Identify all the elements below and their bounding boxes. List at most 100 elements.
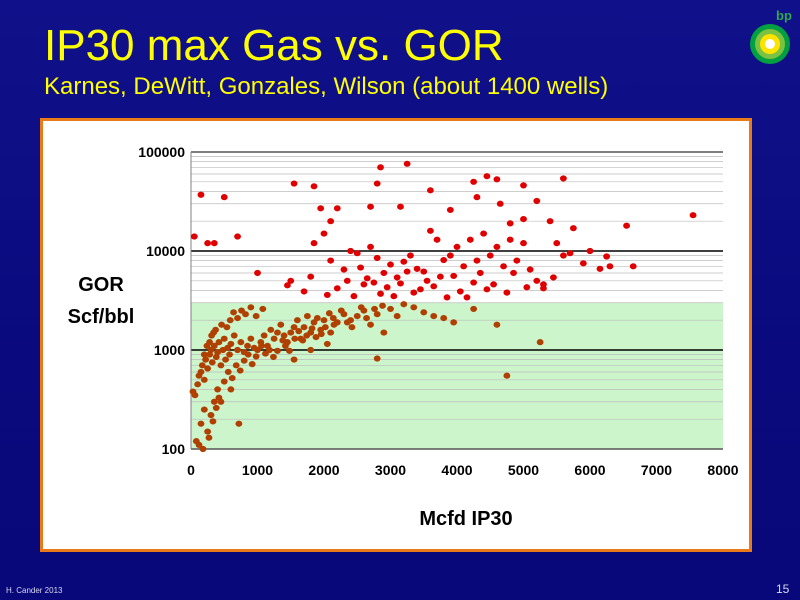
data-point-high-gor	[446, 206, 454, 214]
data-point-high-gor	[483, 173, 491, 180]
data-point-low-gor	[400, 301, 408, 308]
data-point-low-gor	[357, 304, 365, 311]
data-point-low-gor	[222, 356, 229, 363]
data-point-low-gor	[202, 356, 210, 363]
data-point-low-gor	[290, 356, 298, 363]
data-point-low-gor	[279, 337, 287, 344]
data-point-high-gor	[443, 294, 451, 301]
data-point-high-gor	[363, 275, 371, 282]
x-axis-label: Mcfd IP30	[419, 508, 512, 530]
data-point-high-gor	[323, 291, 331, 299]
data-point-low-gor	[313, 315, 321, 322]
data-point-low-gor	[410, 304, 418, 311]
data-point-low-gor	[321, 324, 329, 331]
data-points	[189, 160, 697, 453]
data-point-low-gor	[287, 329, 295, 336]
data-point-low-gor	[430, 313, 438, 320]
data-point-high-gor	[526, 266, 534, 273]
y-tick-labels: 100 1000 10000 100000	[138, 144, 185, 457]
data-point-high-gor	[310, 240, 318, 247]
data-point-low-gor	[282, 342, 289, 350]
x-tick-label: 2000	[308, 462, 339, 478]
data-point-high-gor	[403, 160, 411, 167]
data-point-low-gor	[254, 346, 261, 354]
data-point-high-gor	[350, 293, 358, 300]
data-point-high-gor	[480, 230, 487, 237]
data-point-low-gor	[200, 351, 208, 358]
data-point-low-gor	[200, 406, 208, 413]
data-point-low-gor	[440, 315, 448, 322]
data-point-low-gor	[310, 319, 318, 326]
data-point-low-gor	[327, 329, 335, 336]
data-point-low-gor	[242, 311, 249, 318]
data-point-low-gor	[214, 349, 222, 356]
data-point-high-gor	[420, 268, 428, 275]
data-point-low-gor	[286, 347, 293, 354]
data-point-high-gor	[343, 277, 351, 284]
data-point-high-gor	[550, 274, 557, 281]
data-point-high-gor	[197, 191, 205, 198]
data-point-high-gor	[506, 220, 514, 227]
data-point-low-gor	[244, 351, 252, 358]
data-point-low-gor	[303, 332, 311, 339]
data-point-high-gor	[370, 279, 378, 286]
data-point-high-gor	[503, 289, 511, 296]
data-point-low-gor	[232, 362, 240, 369]
x-tick-label: 3000	[375, 462, 406, 478]
data-point-low-gor	[312, 333, 320, 341]
data-point-high-gor	[490, 281, 497, 288]
data-point-high-gor	[383, 284, 391, 291]
data-point-high-gor	[553, 240, 561, 247]
data-point-low-gor	[493, 321, 501, 328]
data-point-high-gor	[353, 250, 361, 257]
data-point-low-gor	[200, 376, 208, 383]
data-point-high-gor	[533, 197, 541, 205]
data-point-low-gor	[227, 386, 235, 393]
data-point-high-gor	[357, 264, 364, 271]
data-point-high-gor	[410, 289, 418, 296]
data-point-high-gor	[436, 273, 444, 280]
data-point-high-gor	[300, 288, 308, 295]
data-point-low-gor	[204, 365, 212, 372]
data-point-low-gor	[353, 313, 361, 320]
data-point-low-gor	[333, 319, 341, 326]
data-point-low-gor	[373, 311, 381, 318]
slide-subtitle: Karnes, DeWitt, Gonzales, Wilson (about …	[44, 73, 609, 100]
data-point-low-gor	[371, 305, 378, 313]
data-point-high-gor	[407, 252, 414, 259]
data-point-high-gor	[327, 218, 335, 225]
data-point-low-gor	[205, 434, 213, 441]
data-point-high-gor	[623, 222, 630, 229]
data-point-high-gor	[560, 175, 567, 182]
data-point-low-gor	[230, 332, 238, 339]
data-point-high-gor	[423, 277, 431, 284]
data-point-low-gor	[307, 346, 315, 354]
data-point-low-gor	[320, 317, 328, 324]
data-point-high-gor	[360, 281, 368, 288]
data-point-high-gor	[377, 164, 384, 171]
data-point-low-gor	[234, 315, 241, 322]
data-point-low-gor	[536, 339, 544, 346]
data-point-high-gor	[473, 257, 481, 264]
data-point-high-gor	[476, 269, 484, 277]
data-point-low-gor	[503, 372, 511, 379]
y-tick-label: 100000	[138, 144, 185, 160]
data-point-high-gor	[470, 178, 478, 185]
data-point-low-gor	[270, 353, 277, 361]
data-point-high-gor	[340, 266, 348, 273]
x-tick-label: 8000	[707, 462, 738, 478]
data-point-high-gor	[380, 269, 388, 277]
data-point-high-gor	[397, 203, 404, 210]
scatter-chart: 0 1000 2000 3000 4000 5000 6000 7000 8000 100100…	[68, 144, 739, 530]
data-point-high-gor	[310, 183, 318, 190]
data-point-low-gor	[195, 441, 203, 449]
data-point-high-gor	[287, 277, 295, 284]
data-point-high-gor	[493, 243, 501, 251]
data-point-high-gor	[254, 269, 261, 277]
data-point-low-gor	[234, 346, 241, 354]
data-point-high-gor	[317, 205, 325, 212]
data-point-low-gor	[290, 324, 298, 331]
data-point-low-gor	[294, 317, 301, 324]
data-point-low-gor	[323, 340, 331, 348]
data-point-low-gor	[387, 305, 394, 313]
